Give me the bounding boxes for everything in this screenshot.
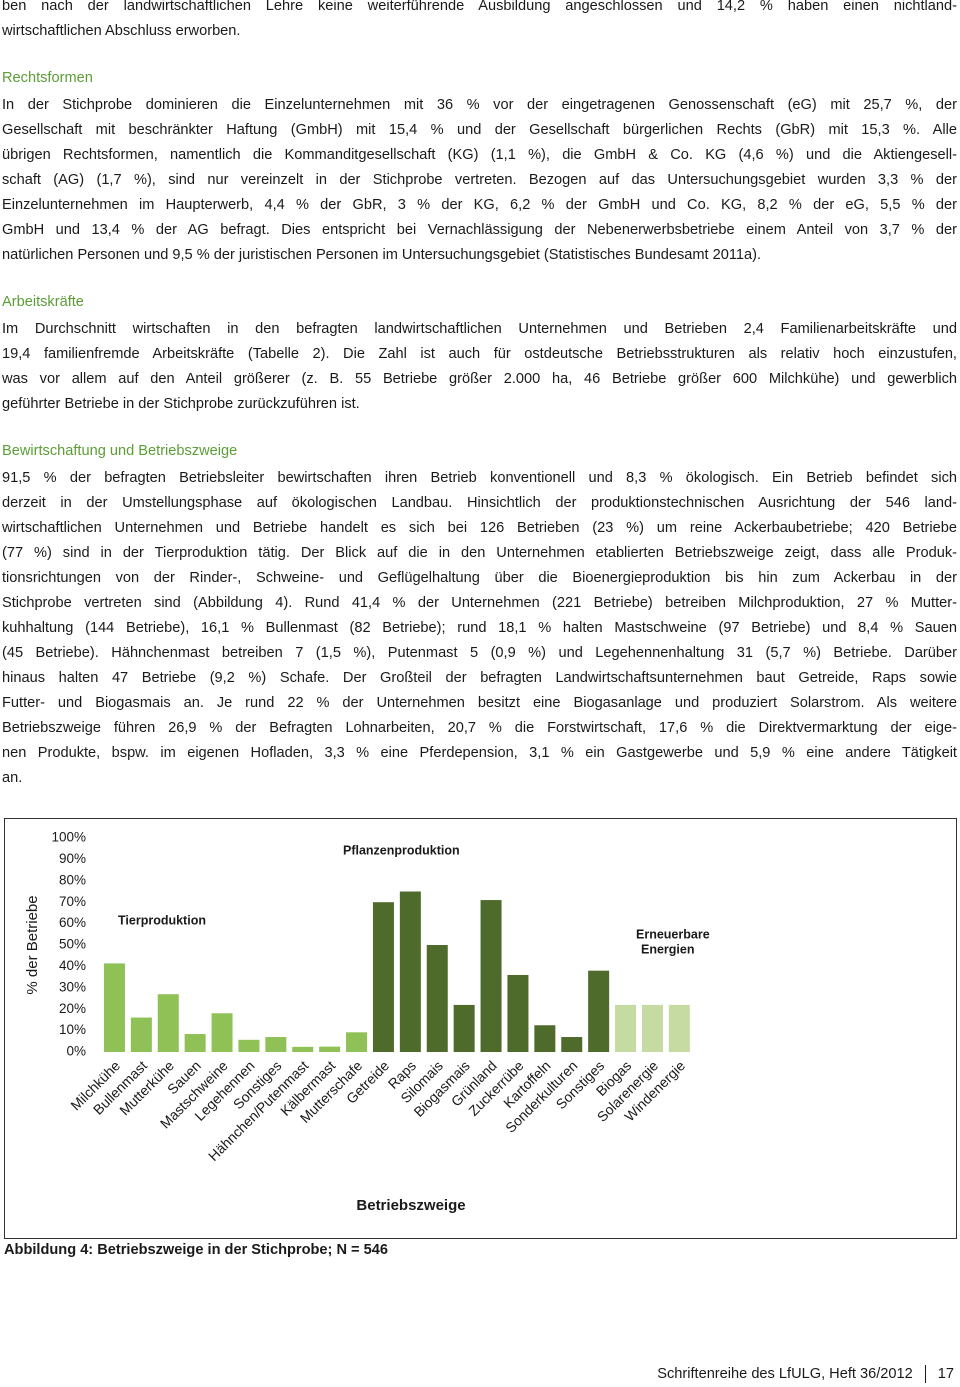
text-line: kuhhaltung (144 Betriebe), 16,1 % Bullen… <box>2 619 957 636</box>
page-number: 17 <box>937 1366 954 1382</box>
y-axis-label: % der Betriebe <box>24 895 41 994</box>
text-line: übrigen Rechtsformen, namentlich die Kom… <box>2 146 957 163</box>
bar <box>265 1037 287 1052</box>
bar <box>561 1037 583 1052</box>
bar <box>346 1032 368 1052</box>
chart: % der Betriebe Betriebszweige 0% 10% 20% 30… <box>4 818 957 1239</box>
bar <box>319 1046 341 1052</box>
bar <box>103 963 125 1052</box>
bar <box>453 1004 475 1052</box>
bar <box>668 1004 690 1052</box>
text-line: GmbH und 13,4 % der AG befragt. Dies ent… <box>2 221 957 238</box>
footer: Schriftenreihe des LfULG, Heft 36/2012 1… <box>657 1365 954 1383</box>
y-tick-label: 40% <box>59 958 86 973</box>
bar <box>507 974 529 1052</box>
bar <box>238 1039 260 1052</box>
text-line: Gesellschaft mit beschränkter Haftung (G… <box>2 121 957 138</box>
text-line: wirtschaftlichen Abschluss erworben. <box>2 23 241 39</box>
section: ben nach der landwirtschaftlichen Lehre … <box>2 0 957 44</box>
bar <box>184 1034 206 1052</box>
section: Rechtsformen In der Stichprobe dominieren… <box>2 66 957 268</box>
y-tick-label: 60% <box>59 915 86 930</box>
text-line: an. <box>2 769 23 786</box>
text-line: Einzelunternehmen im Haupterwerb, 4,4 % … <box>2 196 957 213</box>
text-line: schaft (AG) (1,7 %), sind nur vereinzelt… <box>2 171 957 188</box>
bar <box>534 1025 556 1052</box>
text-line: 91,5 % der befragten Betriebsleiter bewi… <box>2 469 957 486</box>
text-line: was vor allem auf den Anteil größerer (z… <box>2 370 957 387</box>
text-line: Futter- und Biogasmais an. Je rund 22 % … <box>2 694 957 711</box>
bar <box>372 902 394 1052</box>
bar <box>399 891 421 1052</box>
text-line: wirtschaftlichen Unternehmen und Betrieb… <box>2 519 957 536</box>
y-tick-label: 70% <box>59 894 86 909</box>
text-line: 19,4 familienfremde Arbeitskräfte (Tabel… <box>2 345 957 362</box>
y-tick-label: 80% <box>59 872 86 887</box>
bar <box>426 945 448 1052</box>
section-heading: Arbeitskräfte <box>2 293 84 310</box>
y-tick-label: 30% <box>59 979 86 994</box>
group-annotation: Erneuerbare <box>636 927 710 941</box>
bar <box>157 994 179 1052</box>
figure-caption: Abbildung 4: Betriebszweige in der Stich… <box>4 1242 388 1258</box>
y-tick-label: 90% <box>59 851 86 866</box>
section: Arbeitskräfte Im Durchschnitt wirtschafte… <box>2 290 957 417</box>
text-line: Im Durchschnitt wirtschaften in den befr… <box>2 320 957 337</box>
text-line: Stichprobe vertreten sind (Abbildung 4).… <box>2 594 957 611</box>
y-tick-label: 0% <box>66 1044 86 1059</box>
y-tick-label: 20% <box>59 1001 86 1016</box>
bar <box>588 970 610 1052</box>
bar <box>292 1046 314 1052</box>
text-line: ben nach der landwirtschaftlichen Lehre … <box>2 0 957 14</box>
text-line: geführter Betriebe in der Stichprobe zur… <box>2 395 360 412</box>
y-tick-label: 100% <box>51 830 86 845</box>
text-line: nen Produkte, bspw. im eigenen Hofladen,… <box>2 744 957 761</box>
text-line: (77 %) sind in der Tierproduktion tätig.… <box>2 544 957 561</box>
footer-series: Schriftenreihe des LfULG, Heft 36/2012 <box>657 1366 913 1382</box>
x-axis-label: Betriebszweige <box>356 1197 465 1214</box>
section: Bewirtschaftung und Betriebszweige 91,5 %… <box>2 439 957 791</box>
group-annotation: Pflanzenproduktion <box>343 843 460 857</box>
bar <box>480 900 502 1052</box>
group-annotation: Energien <box>641 942 695 956</box>
bar <box>130 1017 152 1052</box>
section-heading: Rechtsformen <box>2 69 93 86</box>
footer-separator <box>924 1365 926 1383</box>
text-line: derzeit in der Umstellungsphase auf ökol… <box>2 494 957 511</box>
bar <box>615 1004 637 1052</box>
group-annotation: Tierproduktion <box>118 913 206 927</box>
text-line: Betriebszweige führen 26,9 % der Befragt… <box>2 719 957 736</box>
y-tick-label: 50% <box>59 937 86 952</box>
text-line: natürlichen Personen und 9,5 % der juris… <box>2 246 762 263</box>
text-line: tionsrichtungen von der Rinder-, Schwein… <box>2 569 957 586</box>
bar <box>211 1013 233 1052</box>
text-line: In der Stichprobe dominieren die Einzelu… <box>2 96 957 113</box>
text-line: hinaus halten 47 Betriebe (9,2 %) Schafe… <box>2 669 957 686</box>
bar <box>641 1004 663 1052</box>
section-heading: Bewirtschaftung und Betriebszweige <box>2 442 238 459</box>
chart-frame <box>4 818 957 1239</box>
y-tick-label: 10% <box>59 1022 86 1037</box>
text-line: (45 Betriebe). Hähnchenmast betreiben 7 … <box>2 644 957 661</box>
